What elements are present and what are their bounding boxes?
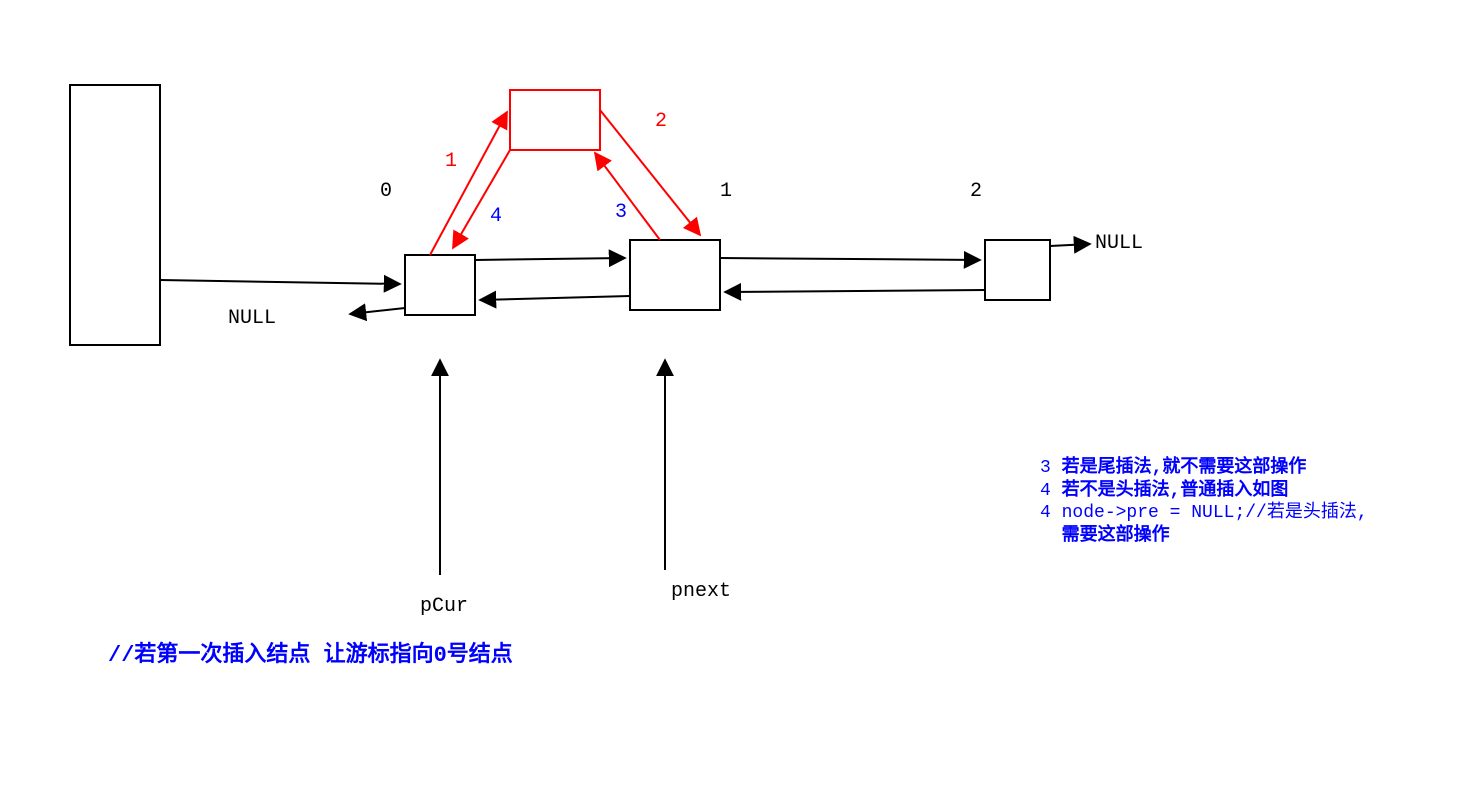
arrow-n1-to-n0-bot [480,296,630,300]
label-two-black: 2 [970,180,982,204]
box-n0 [405,255,475,315]
note-right: 3 若是尾插法,就不需要这部操作4 若不是头插法,普通插入如图4 node->p… [1040,457,1368,547]
note-right-line: 4 node->pre = NULL;//若是头插法, [1040,502,1368,525]
arrow-n2-to-n1-bot [725,290,985,292]
label-null-right: NULL [1095,232,1143,256]
arrow-red-4-down [453,150,510,248]
box-newnode [510,90,600,150]
note-right-line: 4 若不是头插法,普通插入如图 [1040,480,1368,503]
arrow-n0-to-null [350,308,405,314]
box-head [70,85,160,345]
arrow-head-to-n0 [160,280,400,284]
diagram-svg [0,0,1474,805]
arrow-n0-to-n1-top [475,258,625,260]
note-right-line: 需要这部操作 [1040,525,1368,548]
label-one-black: 1 [720,180,732,204]
box-n2 [985,240,1050,300]
arrow-red-3-up [595,153,660,240]
arrow-n1-to-n2-top [720,258,980,260]
label-pcur: pCur [420,595,468,619]
box-n1 [630,240,720,310]
note-right-line: 3 若是尾插法,就不需要这部操作 [1040,457,1368,480]
arrow-n2-to-null [1050,244,1090,246]
label-one-red: 1 [445,150,457,174]
label-four-blue: 4 [490,205,502,229]
label-pnext: pnext [671,580,731,604]
label-two-red: 2 [655,110,667,134]
label-zero: 0 [380,180,392,204]
label-null-left: NULL [228,307,276,331]
note-bottom: //若第一次插入结点 让游标指向0号结点 [108,643,513,669]
label-three-blue: 3 [615,201,627,225]
arrow-red-1-up [430,112,507,255]
